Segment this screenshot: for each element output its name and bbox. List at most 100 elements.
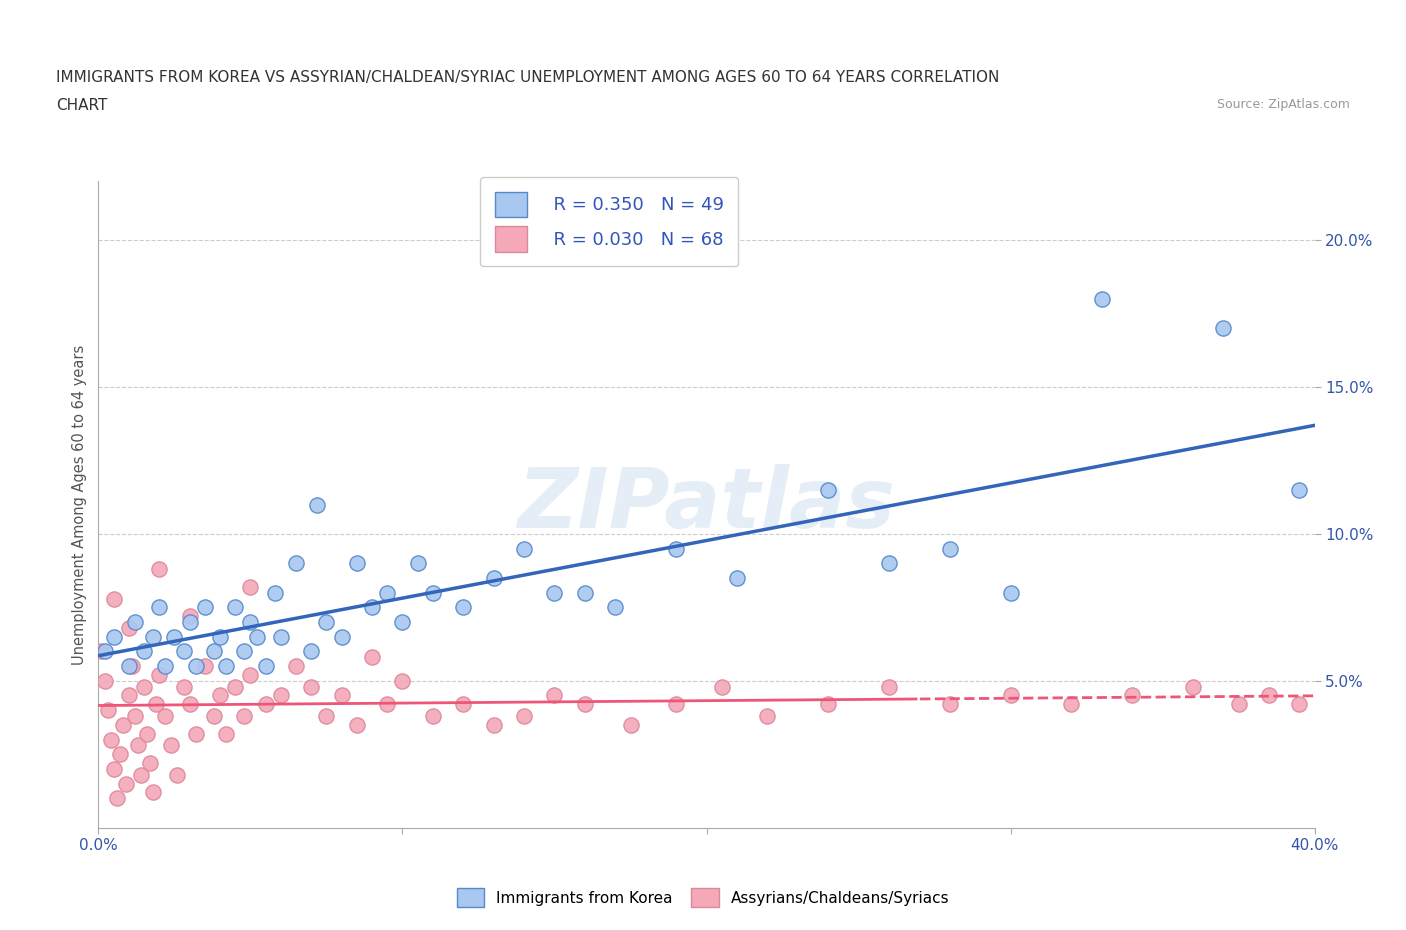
Y-axis label: Unemployment Among Ages 60 to 64 years: Unemployment Among Ages 60 to 64 years [72, 344, 87, 665]
Legend: Immigrants from Korea, Assyrians/Chaldeans/Syriacs: Immigrants from Korea, Assyrians/Chaldea… [450, 883, 956, 913]
Point [166, 767, 188, 782]
Point [142, 785, 165, 800]
Point [453, 697, 475, 711]
Point [315, 615, 337, 630]
Point [817, 483, 839, 498]
Point [139, 755, 162, 770]
Point [422, 709, 444, 724]
Point [103, 762, 125, 777]
Point [202, 709, 225, 724]
Point [482, 570, 505, 585]
Point [148, 668, 170, 683]
Point [307, 498, 329, 512]
Point [103, 591, 125, 606]
Point [184, 658, 207, 673]
Point [1258, 688, 1281, 703]
Point [375, 585, 398, 600]
Point [194, 658, 217, 673]
Point [665, 541, 688, 556]
Point [543, 585, 565, 600]
Point [124, 709, 146, 724]
Point [148, 600, 170, 615]
Point [93, 644, 115, 658]
Point [239, 615, 262, 630]
Point [406, 556, 429, 571]
Point [118, 658, 141, 673]
Point [145, 697, 167, 711]
Point [173, 644, 195, 658]
Point [111, 717, 134, 732]
Point [179, 615, 201, 630]
Point [513, 709, 536, 724]
Point [254, 697, 277, 711]
Point [391, 615, 413, 630]
Point [105, 790, 128, 805]
Text: CHART: CHART [56, 98, 108, 113]
Point [1227, 697, 1250, 711]
Point [543, 688, 565, 703]
Point [160, 738, 183, 753]
Point [574, 585, 596, 600]
Text: IMMIGRANTS FROM KOREA VS ASSYRIAN/CHALDEAN/SYRIAC UNEMPLOYMENT AMONG AGES 60 TO : IMMIGRANTS FROM KOREA VS ASSYRIAN/CHALDE… [56, 70, 1000, 85]
Point [173, 679, 195, 694]
Point [179, 609, 201, 624]
Point [103, 630, 125, 644]
Point [285, 556, 308, 571]
Point [1182, 679, 1205, 694]
Legend:   R = 0.350   N = 49,   R = 0.030   N = 68: R = 0.350 N = 49, R = 0.030 N = 68 [481, 178, 738, 267]
Point [422, 585, 444, 600]
Point [233, 644, 256, 658]
Point [184, 726, 207, 741]
Point [361, 600, 384, 615]
Point [270, 688, 292, 703]
Point [375, 697, 398, 711]
Point [118, 688, 141, 703]
Point [665, 697, 688, 711]
Point [93, 673, 115, 688]
Point [270, 630, 292, 644]
Point [129, 767, 152, 782]
Point [263, 585, 285, 600]
Point [1060, 697, 1083, 711]
Point [877, 556, 900, 571]
Point [482, 717, 505, 732]
Point [155, 658, 177, 673]
Point [233, 709, 256, 724]
Point [100, 732, 122, 747]
Point [254, 658, 277, 673]
Point [299, 679, 322, 694]
Point [209, 630, 232, 644]
Point [939, 697, 962, 711]
Point [346, 556, 368, 571]
Point [124, 615, 146, 630]
Point [1212, 321, 1234, 336]
Point [239, 668, 262, 683]
Point [245, 630, 267, 644]
Point [299, 644, 322, 658]
Point [179, 697, 201, 711]
Point [114, 777, 136, 791]
Point [710, 679, 733, 694]
Point [939, 541, 962, 556]
Point [1000, 688, 1022, 703]
Point [315, 709, 337, 724]
Point [215, 658, 238, 673]
Point [142, 630, 165, 644]
Point [96, 703, 118, 718]
Point [194, 600, 217, 615]
Point [330, 630, 353, 644]
Point [453, 600, 475, 615]
Point [1000, 585, 1022, 600]
Point [330, 688, 353, 703]
Point [513, 541, 536, 556]
Point [127, 738, 149, 753]
Point [346, 717, 368, 732]
Point [619, 717, 641, 732]
Point [605, 600, 627, 615]
Point [1288, 697, 1310, 711]
Point [224, 679, 246, 694]
Point [1288, 483, 1310, 498]
Text: Source: ZipAtlas.com: Source: ZipAtlas.com [1216, 98, 1350, 111]
Point [391, 673, 413, 688]
Point [209, 688, 232, 703]
